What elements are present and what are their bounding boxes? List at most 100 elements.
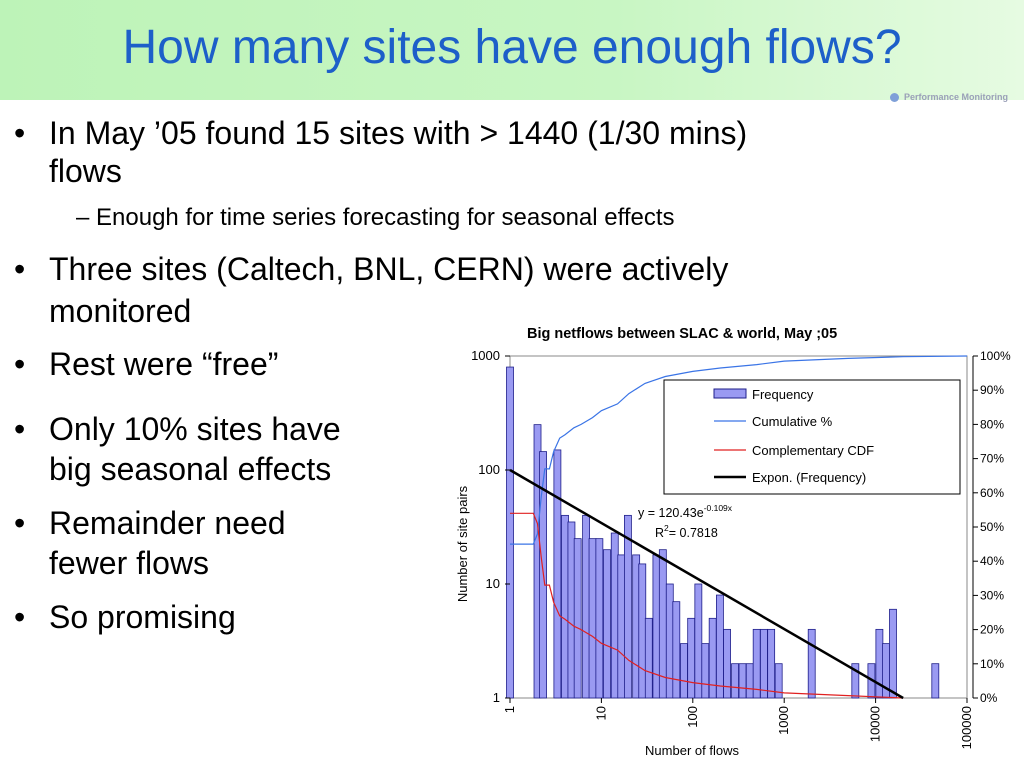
title-band xyxy=(0,0,1024,100)
bullet-text-cont: fewer flows xyxy=(49,545,210,581)
legend-label-trend: Expon. (Frequency) xyxy=(752,470,866,485)
y-tick-label: 1000 xyxy=(471,348,500,363)
r-squared-superscript: 2 xyxy=(664,523,669,533)
logo-text: Performance Monitoring xyxy=(904,92,1009,102)
y-tick-label: 10 xyxy=(486,576,500,591)
frequency-bar xyxy=(708,617,717,699)
legend-label-cumulative: Cumulative % xyxy=(752,414,833,429)
bullet-text-cont: monitored xyxy=(49,293,192,329)
frequency-bar xyxy=(752,628,761,699)
frequency-bar xyxy=(701,643,710,699)
x-tick-label: 10000 xyxy=(868,706,883,742)
frequency-bar xyxy=(573,538,582,699)
frequency-bar xyxy=(617,554,626,699)
frequency-bar xyxy=(694,583,703,699)
legend-box xyxy=(663,379,961,495)
frequency-bar xyxy=(644,617,653,699)
r-squared-symbol: R xyxy=(655,526,664,540)
bullet-text: Rest were “free” xyxy=(49,346,279,382)
x-tick-label: 10 xyxy=(593,706,608,720)
frequency-bar xyxy=(931,663,940,699)
frequency-bar xyxy=(889,608,897,699)
frequency-bar xyxy=(665,583,674,699)
y2-tick-label: 60% xyxy=(980,486,1004,500)
frequency-bar xyxy=(723,628,731,699)
frequency-bar xyxy=(652,554,661,699)
trend-line xyxy=(509,468,904,700)
bullet-marker: • xyxy=(14,251,26,287)
frequency-bar xyxy=(807,628,816,699)
chart-title: Big netflows between SLAC & world, May ;… xyxy=(527,326,837,342)
bullet-text-cont: flows xyxy=(49,153,122,189)
frequency-bar xyxy=(588,538,597,699)
r-squared-value: = 0.7818 xyxy=(669,526,718,540)
frequency-bar xyxy=(767,628,776,699)
y2-tick-label: 20% xyxy=(980,623,1004,637)
y-axis-label: Number of site pairs xyxy=(455,485,470,602)
legend-label-ccdf: Complementary CDF xyxy=(752,443,874,458)
frequency-bar xyxy=(738,663,747,699)
bullet-marker: • xyxy=(14,411,26,447)
y2-tick-label: 0% xyxy=(980,691,998,705)
bullet-text-cont: big seasonal effects xyxy=(49,451,332,487)
netflows-chart: Big netflows between SLAC & world, May ;… xyxy=(455,326,1011,758)
y2-tick-label: 30% xyxy=(980,588,1004,602)
frequency-bar xyxy=(506,366,514,699)
frequency-bar xyxy=(731,663,739,699)
x-tick-label: 100 xyxy=(685,706,700,728)
frequency-bar xyxy=(610,532,619,699)
x-axis-label: Number of flows xyxy=(645,743,739,758)
plot-area: 1 10 100 1000 0% 10% 20% 30% 40% 50% 60% 70% 80% 90% 1… xyxy=(471,348,1011,749)
ccdf-line xyxy=(510,512,904,699)
y2-tick-label: 90% xyxy=(980,383,1004,397)
bullet-text: In May ’05 found 15 sites with > 1440 (1… xyxy=(49,115,748,151)
frequency-bar xyxy=(774,663,783,699)
frequency-bar xyxy=(553,449,562,699)
bullet-text: Only 10% sites have xyxy=(49,411,341,447)
x-tick-label: 1 xyxy=(502,706,517,713)
bullet-text: Three sites (Caltech, BNL, CERN) were ac… xyxy=(49,251,729,287)
equation-main: y = 120.43e xyxy=(638,506,704,520)
y2-tick-label: 40% xyxy=(980,554,1004,568)
bullet-marker: • xyxy=(14,346,26,382)
bullet-text: So promising xyxy=(49,599,236,635)
frequency-bar xyxy=(595,538,604,699)
cumulative-line xyxy=(510,355,968,545)
bullet-text: Remainder need xyxy=(49,505,286,541)
frequency-bar xyxy=(638,563,647,699)
trend-equation: y = 120.43e-0.109x R2= 0.7818 xyxy=(638,503,733,540)
equation-exponent: -0.109x xyxy=(704,503,733,513)
y2-tick-label: 70% xyxy=(980,452,1004,466)
frequency-bar xyxy=(687,617,696,699)
y-tick-label: 1 xyxy=(493,690,500,705)
sub-bullet-text: – Enough for time series forecasting for… xyxy=(76,204,675,231)
bullet-marker: • xyxy=(14,505,26,541)
y2-tick-label: 80% xyxy=(980,417,1004,431)
frequency-bar xyxy=(672,601,681,699)
frequency-bar xyxy=(582,514,590,699)
y2-tick-label: 10% xyxy=(980,657,1004,671)
frequency-bar xyxy=(680,643,688,699)
r-squared-text: R2= 0.7818 xyxy=(655,523,718,540)
bullet-marker: • xyxy=(14,115,26,151)
x-tick-label: 1000 xyxy=(776,706,791,735)
frequency-bar xyxy=(603,549,611,699)
equation-text: y = 120.43e-0.109x xyxy=(638,503,733,520)
bullet-marker: • xyxy=(14,599,26,635)
frequency-bar xyxy=(716,594,724,699)
legend-label-frequency: Frequency xyxy=(752,387,814,402)
frequency-bar xyxy=(624,514,632,699)
frequency-bar xyxy=(760,628,768,699)
x-tick-label: 100000 xyxy=(959,706,974,749)
slide-title: How many sites have enough flows? xyxy=(122,21,902,74)
logo-icon xyxy=(890,93,899,102)
y2-tick-label: 100% xyxy=(980,349,1011,363)
y-tick-label: 100 xyxy=(478,462,500,477)
frequency-bar xyxy=(875,628,884,699)
frequency-bar xyxy=(561,514,569,699)
frequency-bar xyxy=(745,663,754,699)
frequency-bar xyxy=(851,663,860,699)
legend-swatch-frequency xyxy=(713,388,747,399)
legend: Frequency Cumulative % Complementary CDF… xyxy=(663,379,961,495)
y2-tick-label: 50% xyxy=(980,520,1004,534)
